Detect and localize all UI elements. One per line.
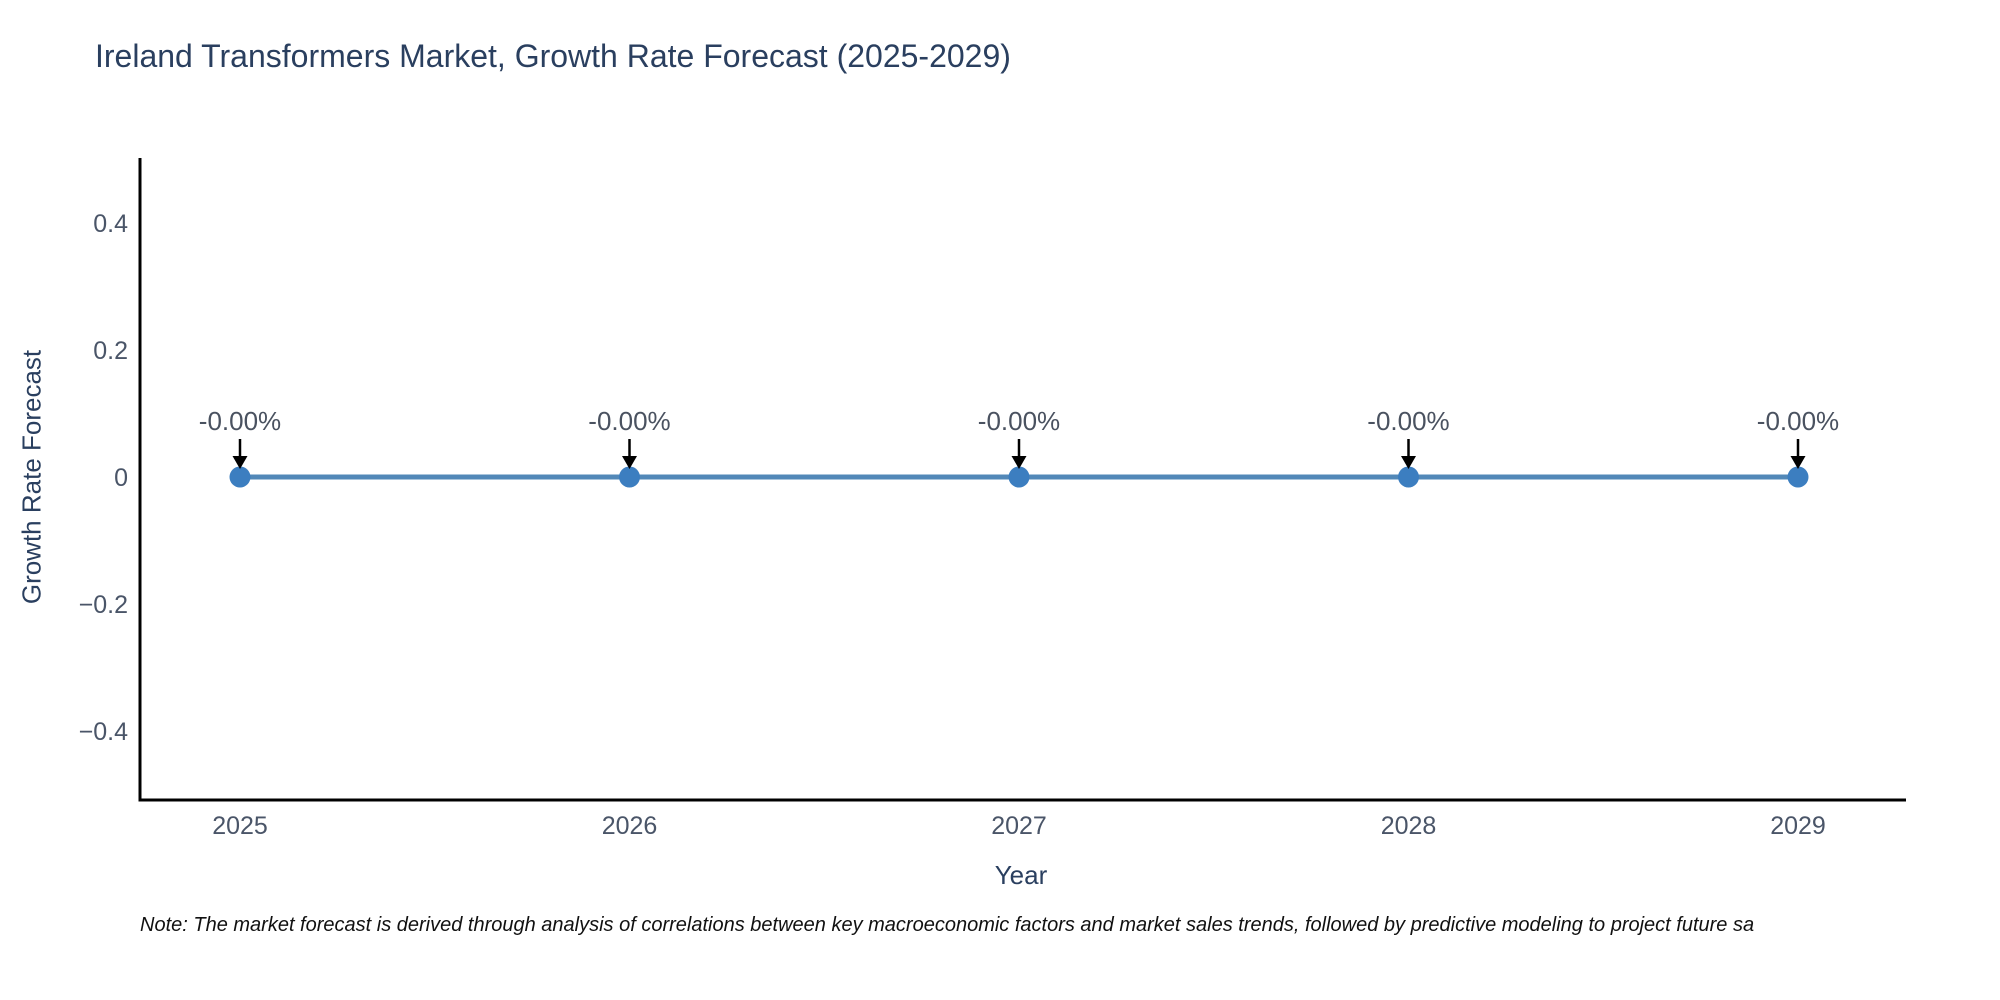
annotation-arrow-head (1011, 456, 1027, 469)
annotation-arrow-head (1401, 456, 1416, 469)
data-point-marker (1787, 466, 1809, 488)
data-point-marker (619, 466, 640, 488)
point-annotation-label: -0.00% (1367, 406, 1449, 436)
y-tick-label: 0 (114, 464, 128, 492)
x-axis-title: Year (994, 860, 1048, 890)
data-point-markers (229, 466, 1809, 488)
annotation-arrow-head (622, 456, 637, 469)
point-annotation-label: -0.00% (1757, 406, 1839, 436)
annotation-arrow-head (1790, 456, 1806, 469)
y-tick-label: 0.4 (93, 210, 128, 238)
annotation-arrow-head (232, 456, 248, 469)
y-tick-label: −0.2 (79, 591, 128, 619)
y-tick-label: 0.2 (93, 337, 128, 365)
chart-title: Ireland Transformers Market, Growth Rate… (95, 38, 1011, 74)
point-annotation-label: -0.00% (199, 406, 281, 436)
x-tick-label: 2025 (212, 812, 268, 840)
point-annotation-label: -0.00% (978, 406, 1060, 436)
x-tick-label: 2028 (1381, 812, 1437, 840)
data-point-marker (1008, 466, 1030, 488)
y-tick-labels: 0.4 0.2 0 −0.2 −0.4 (79, 210, 128, 746)
data-point-marker (229, 466, 251, 488)
footnote: Note: The market forecast is derived thr… (140, 914, 1755, 936)
x-tick-labels: 2025 2026 2027 2028 2029 (212, 812, 1826, 840)
x-tick-label: 2027 (991, 812, 1047, 840)
y-tick-label: −0.4 (79, 718, 128, 746)
data-point-marker (1398, 466, 1419, 488)
point-annotations: -0.00% -0.00% -0.00% -0.00% -0.00% (199, 406, 1839, 469)
x-tick-label: 2029 (1770, 812, 1826, 840)
point-annotation-label: -0.00% (588, 406, 670, 436)
x-tick-label: 2026 (602, 812, 658, 840)
